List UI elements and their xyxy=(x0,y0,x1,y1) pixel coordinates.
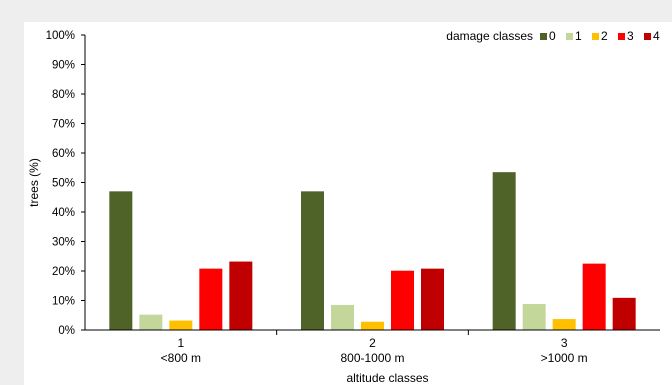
bar-cat1-class2 xyxy=(169,320,193,330)
legend-swatch-1 xyxy=(566,33,573,40)
x-category-id: 3 xyxy=(561,336,568,350)
bar-cat1-class4 xyxy=(229,261,253,330)
y-tick-label: 50% xyxy=(52,178,75,190)
legend-label-4: 4 xyxy=(653,29,660,43)
bar-cat3-class3 xyxy=(582,263,606,330)
y-tick-label: 0% xyxy=(58,325,75,337)
bar-cat1-class1 xyxy=(139,314,163,330)
bar-cat1-class0 xyxy=(109,191,133,330)
x-category-id: 1 xyxy=(177,336,184,350)
bar-cat2-class2 xyxy=(361,321,384,330)
y-tick-label: 70% xyxy=(52,119,75,131)
x-category-id: 2 xyxy=(369,336,376,350)
bar-cat2-class0 xyxy=(301,191,324,330)
legend-title: damage classes xyxy=(446,29,533,43)
legend-items: 0 1 2 3 4 xyxy=(540,29,660,43)
y-tick-label: 10% xyxy=(52,296,75,308)
y-tick-label: 40% xyxy=(52,207,75,219)
y-tick-label: 30% xyxy=(52,237,75,249)
bar-cat3-class4 xyxy=(612,297,636,330)
y-tick-label: 60% xyxy=(52,148,75,160)
bar-cat3-class2 xyxy=(552,319,576,330)
legend-swatch-3 xyxy=(618,33,625,40)
legend-label-0: 0 xyxy=(549,29,556,43)
legend-swatch-0 xyxy=(540,33,547,40)
bar-cat2-class1 xyxy=(331,304,354,330)
x-category-label: 800-1000 m xyxy=(340,351,404,365)
bar-cat1-class3 xyxy=(199,268,223,330)
y-tick-label: 100% xyxy=(46,30,75,42)
legend-swatch-2 xyxy=(592,33,599,40)
y-tick-label: 90% xyxy=(52,60,75,72)
y-tick-label: 20% xyxy=(52,266,75,278)
legend-swatch-4 xyxy=(644,33,651,40)
legend: damage classes 0 1 2 3 4 xyxy=(446,29,660,43)
bar-cat2-class3 xyxy=(391,270,414,330)
y-axis-ticks: 0% 10% 20% 30% 40% 50% 60% 70% 80% 90% 100% xyxy=(46,30,85,337)
bar-cat2-class4 xyxy=(421,268,444,330)
legend-label-1: 1 xyxy=(575,29,582,43)
x-category-label: <800 m xyxy=(161,351,201,365)
bars xyxy=(109,172,636,330)
y-tick-label: 80% xyxy=(52,89,75,101)
bar-cat3-class1 xyxy=(522,304,546,330)
y-axis-label: trees (%) xyxy=(27,158,41,207)
bar-cat3-class0 xyxy=(492,172,516,330)
x-category-label: >1000 m xyxy=(541,351,588,365)
x-axis-label: altitude classes xyxy=(346,371,428,385)
legend-label-3: 3 xyxy=(627,29,634,43)
legend-label-2: 2 xyxy=(601,29,608,43)
